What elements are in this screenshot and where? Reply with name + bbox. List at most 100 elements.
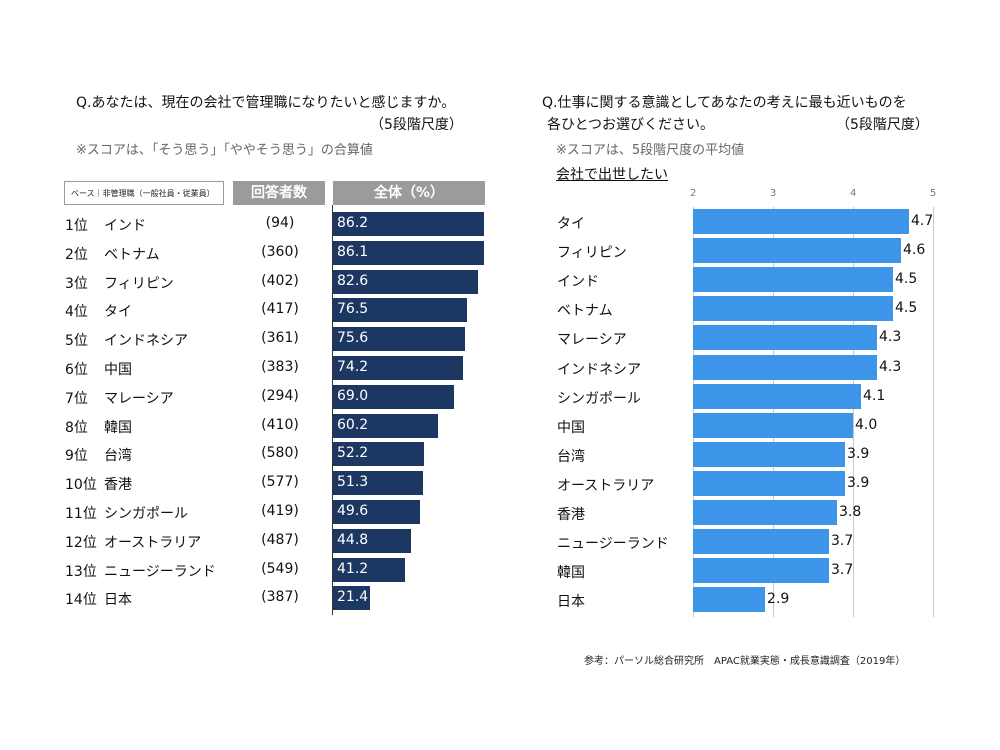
country-label: ニュージーランド (104, 563, 216, 580)
bar (333, 356, 463, 380)
bar-value-label: 2.9 (767, 591, 790, 608)
respondent-count: (361) (261, 330, 299, 347)
country-label: 日本 (104, 592, 132, 609)
rank-label: 2位 (65, 246, 88, 263)
bar-value-label: 86.1 (337, 243, 369, 260)
bar (693, 470, 845, 496)
bar (333, 298, 467, 323)
bar-value-label: 4.0 (855, 416, 878, 433)
bar-value-label: 4.7 (911, 213, 934, 229)
left-question: Q.あなたは、現在の会社で管理職になりたいと感じますか。 (76, 95, 456, 111)
bar-value-label: 4.6 (903, 242, 926, 259)
bar-value-label: 3.9 (847, 445, 870, 462)
bar-value-label: 4.5 (895, 271, 918, 288)
bar (693, 238, 901, 264)
source-note: 参考：パーソル総合研究所 APAC就業実態・成長意識調査（2019年） (584, 656, 906, 667)
x-tick-label: 5 (930, 188, 937, 199)
bar (693, 267, 893, 293)
rank-label: 8位 (65, 419, 88, 436)
country-label: オーストラリア (104, 534, 202, 551)
respondent-count: (94) (265, 215, 295, 231)
x-tick-label: 4 (850, 188, 857, 199)
country-label: オーストラリア (557, 477, 655, 494)
bar-value-label: 49.6 (337, 503, 369, 519)
country-label: シンガポール (104, 506, 188, 522)
country-label: タイ (104, 304, 132, 321)
country-label: 台湾 (557, 448, 585, 465)
rank-label: 12位 (65, 534, 97, 551)
bar (333, 500, 420, 524)
bar (333, 557, 406, 582)
bar (333, 528, 412, 553)
bar-value-label: 69.0 (337, 387, 369, 404)
country-label: インドネシア (557, 361, 641, 378)
rank-label: 11位 (65, 506, 97, 522)
bar-value-label: 51.3 (337, 474, 369, 491)
total-header: 全体（%） (333, 181, 485, 205)
bar-value-label: 41.2 (337, 560, 369, 577)
bar (333, 240, 484, 265)
country-label: 香港 (557, 507, 585, 523)
x-tick-label: 2 (690, 188, 697, 199)
bar-value-label: 52.2 (337, 445, 369, 462)
bar-value-label: 21.4 (337, 589, 369, 606)
bar-value-label: 3.9 (847, 474, 870, 491)
country-label: 台湾 (104, 448, 132, 465)
bar (333, 413, 439, 438)
country-label: 韓国 (104, 419, 132, 436)
respondent-count: (360) (261, 243, 299, 260)
right-question-line1: Q.仕事に関する意識としてあなたの考えに最も近いものを (542, 95, 907, 111)
x-tick-label: 3 (770, 188, 777, 199)
country-label: インド (104, 218, 146, 234)
country-label: シンガポール (557, 390, 641, 407)
left-axis-line (332, 205, 333, 615)
gridline (853, 207, 854, 617)
bar (693, 209, 909, 234)
bar (693, 500, 837, 525)
respondent-count: (549) (261, 560, 299, 577)
respondent-count: (417) (261, 301, 299, 318)
respondent-count: (419) (261, 503, 299, 519)
bar (693, 325, 877, 351)
rank-label: 5位 (65, 333, 88, 350)
country-label: マレーシア (104, 390, 174, 407)
bar (333, 327, 466, 352)
bar-value-label: 75.6 (337, 330, 369, 347)
bar-value-label: 44.8 (337, 531, 369, 548)
respondents-header: 回答者数 (233, 181, 325, 205)
bar-value-label: 60.2 (337, 416, 369, 433)
respondent-count: (577) (261, 474, 299, 491)
right-subtitle: 会社で出世したい (556, 167, 668, 183)
bar (693, 412, 853, 438)
bar-value-label: 3.7 (831, 533, 854, 550)
respondent-count: (580) (261, 445, 299, 462)
bar (693, 296, 893, 322)
respondent-count: (402) (261, 272, 299, 289)
bar (693, 383, 861, 409)
right-question-line2: 各ひとつお選びください。 (547, 117, 715, 133)
bar (333, 471, 423, 496)
rank-label: 9位 (65, 448, 88, 465)
bar-value-label: 74.2 (337, 359, 369, 375)
country-label: 韓国 (557, 565, 585, 582)
country-label: 日本 (557, 594, 585, 611)
country-label: タイ (557, 216, 585, 232)
rank-label: 14位 (65, 592, 97, 609)
country-label: インド (557, 274, 599, 291)
bar (693, 558, 829, 584)
bar (333, 384, 454, 409)
bar-value-label: 86.2 (337, 215, 369, 231)
rank-label: 10位 (65, 477, 97, 494)
gridline (693, 207, 694, 617)
bar-value-label: 3.7 (831, 562, 854, 579)
bar-value-label: 4.1 (863, 387, 886, 404)
rank-label: 3位 (65, 275, 88, 292)
gridline (773, 207, 774, 617)
country-label: 中国 (104, 362, 132, 378)
left-note: ※スコアは、「そう思う」「ややそう思う」の合算値 (76, 143, 373, 158)
country-label: ニュージーランド (557, 536, 669, 553)
country-label: ベトナム (557, 303, 613, 320)
bar-value-label: 82.6 (337, 272, 369, 289)
bar (693, 354, 877, 380)
bar (333, 269, 478, 294)
